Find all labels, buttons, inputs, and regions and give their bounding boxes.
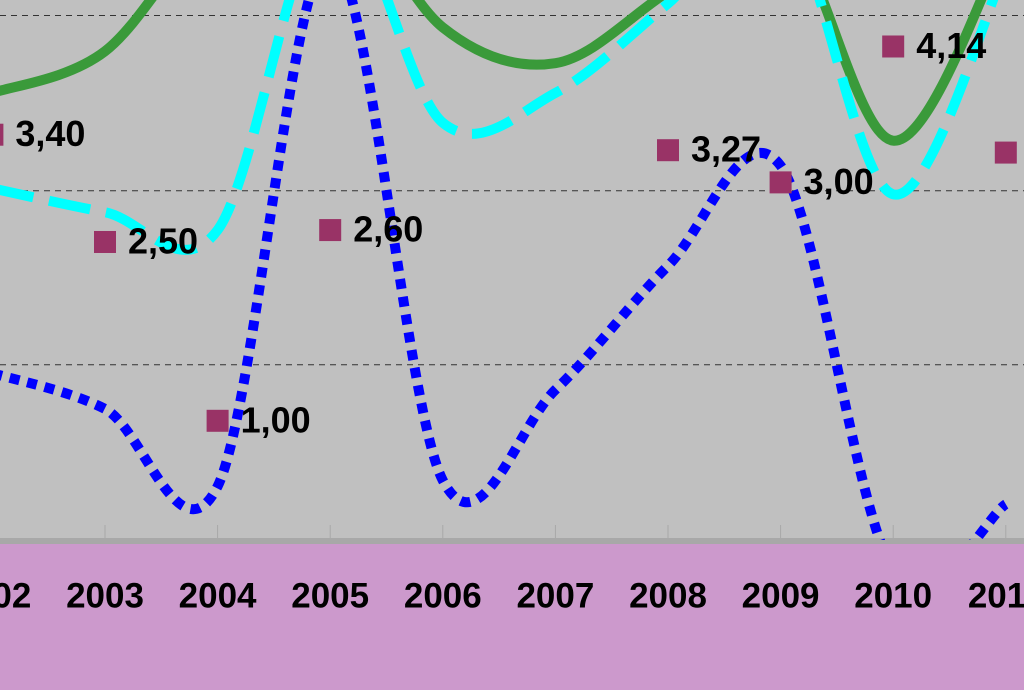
marker: [882, 35, 905, 58]
labels: 2002 2003 2004 2005 2006 2007 2008 2009 2010 2011…: [0, 25, 1024, 615]
x-tick-label: 2004: [179, 576, 257, 615]
axis-area: [0, 540, 1024, 690]
data-label: 3,40: [15, 113, 85, 154]
x-tick-label: 2002: [0, 576, 31, 615]
series-line: [0, 0, 999, 255]
marker: [0, 123, 4, 146]
marker: [994, 141, 1017, 164]
data-label: 4,14: [916, 25, 986, 66]
series-line: [0, 0, 987, 146]
marker: [94, 230, 116, 253]
x-tick-label: 2009: [742, 576, 820, 615]
series-lines: [0, 0, 1009, 540]
x-tick-label: 2010: [854, 576, 932, 615]
marker: [769, 171, 792, 194]
marker: [319, 219, 342, 242]
x-tick-label: 2006: [404, 576, 482, 615]
data-label: 1,00: [241, 399, 311, 440]
x-tick-label: 2011: [968, 576, 1024, 615]
data-label: 3,27: [691, 129, 761, 170]
grid: [0, 14, 1024, 542]
x-tick-label: 2003: [66, 576, 144, 615]
x-axis-line: [0, 538, 1024, 544]
series-line: [0, 0, 1009, 540]
data-label: 2,50: [128, 221, 198, 262]
x-tick-label: 2008: [629, 576, 707, 615]
data-label: 3,00: [804, 161, 874, 202]
x-tick-label: 2005: [291, 576, 369, 615]
marker: [657, 139, 679, 162]
data-label: 2,60: [353, 209, 423, 250]
plot-area: [0, 0, 1024, 540]
x-tick-label: 2007: [516, 576, 594, 615]
marker: [206, 409, 229, 432]
